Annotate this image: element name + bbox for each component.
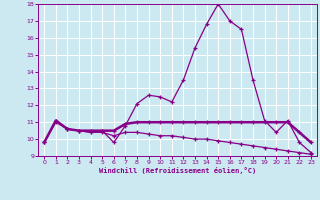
X-axis label: Windchill (Refroidissement éolien,°C): Windchill (Refroidissement éolien,°C): [99, 167, 256, 174]
